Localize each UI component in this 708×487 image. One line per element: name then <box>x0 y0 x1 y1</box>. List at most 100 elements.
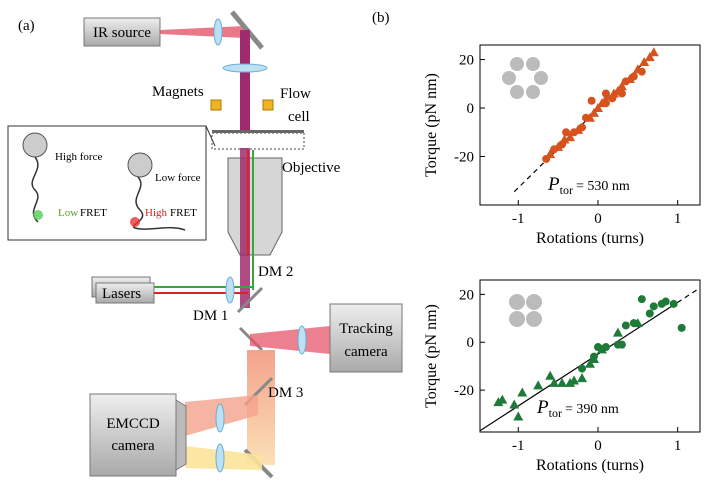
circle-point <box>578 123 586 131</box>
label: Low <box>58 207 78 219</box>
annotation-symbol: P <box>536 397 549 418</box>
circle-point <box>602 343 610 351</box>
lens <box>298 326 306 354</box>
annotation-subscript: tor <box>549 406 562 420</box>
triangle-point <box>649 47 659 56</box>
label: Magnets <box>152 84 204 100</box>
circle-point <box>582 114 590 122</box>
label: DM 3 <box>268 385 303 401</box>
lens <box>214 19 222 45</box>
lens <box>223 64 267 72</box>
bead <box>128 153 152 177</box>
fret-dot <box>33 210 43 220</box>
x-tick-label: 0 <box>594 211 602 227</box>
figure: (a) (b) IR source Magnets Flow cell Obje… <box>0 0 708 487</box>
x-tick-label: 0 <box>594 438 602 454</box>
triangle-point <box>545 371 555 380</box>
bead <box>23 133 47 157</box>
circle-point <box>594 343 602 351</box>
ir-beam <box>240 30 250 140</box>
circle-point <box>678 324 686 332</box>
circle-point <box>630 319 638 327</box>
magnet <box>211 100 221 110</box>
label: High force <box>55 151 102 163</box>
label: EMCCD <box>106 416 160 432</box>
fret-dot <box>130 217 140 227</box>
circle-point <box>670 300 678 308</box>
circle-point <box>608 94 616 102</box>
circle-point <box>590 353 598 361</box>
label: DM 1 <box>193 308 228 324</box>
magnet <box>263 100 273 110</box>
panel-label: (b) <box>372 10 390 26</box>
label: Lasers <box>102 286 141 302</box>
x-tick-label: -1 <box>512 438 525 454</box>
label: Flow <box>280 86 311 102</box>
y-axis-label: Torque (pN nm) <box>423 304 440 408</box>
y-tick-label: 0 <box>467 335 475 351</box>
label: camera <box>111 438 155 454</box>
flow-cell <box>212 133 304 149</box>
label: FRET <box>80 207 107 219</box>
annotation: Ptor= 390 nm <box>536 397 619 420</box>
annotation: Ptor= 530 nm <box>547 174 630 197</box>
emccd-camera <box>176 400 186 470</box>
annotation-symbol: P <box>547 174 560 195</box>
circle-point <box>618 89 626 97</box>
x-tick-label: 1 <box>674 211 682 227</box>
flow-cell <box>212 130 304 133</box>
circle-point <box>570 128 578 136</box>
y-tick-label: -20 <box>454 383 474 399</box>
y-tick-label: 0 <box>467 101 475 117</box>
label: DM 2 <box>258 264 293 280</box>
circle-point <box>618 341 626 349</box>
circle-point <box>622 321 630 329</box>
emccd-camera <box>90 394 176 476</box>
label: cell <box>288 109 310 125</box>
x-tick-label: 1 <box>674 438 682 454</box>
circle-point <box>588 97 596 105</box>
label: Low force <box>155 172 201 184</box>
diagram: (a) (b) IR source Magnets Flow cell Obje… <box>8 10 402 477</box>
circle-point <box>542 155 550 163</box>
label: Objective <box>282 160 341 176</box>
circle-point <box>602 99 610 107</box>
annotation-subscript: tor <box>560 183 573 197</box>
label: IR source <box>93 25 151 41</box>
circle-point <box>650 302 658 310</box>
circle-point <box>638 68 646 76</box>
label: High <box>145 207 168 219</box>
y-tick-label: 20 <box>459 53 474 69</box>
circle-point <box>562 128 570 136</box>
circle-point <box>558 140 566 148</box>
label: camera <box>344 344 388 360</box>
tracking-camera <box>330 304 402 372</box>
x-tick-label: -1 <box>512 211 525 227</box>
lens <box>216 444 224 472</box>
x-axis-label: Rotations (turns) <box>536 230 644 247</box>
dna-icons <box>502 57 548 327</box>
ir-beam <box>160 26 245 38</box>
triangle-point <box>509 399 519 408</box>
label: Tracking <box>339 321 393 337</box>
label: FRET <box>170 207 197 219</box>
triangle-point <box>517 388 527 397</box>
circle-point <box>646 310 654 318</box>
circle-point <box>662 298 670 306</box>
y-tick-label: 20 <box>459 287 474 303</box>
circle-point <box>550 145 558 153</box>
circle-point <box>622 77 630 85</box>
circle-point <box>638 295 646 303</box>
triangle-point <box>513 411 523 420</box>
y-axis-label: Torque (pN nm) <box>423 73 440 177</box>
lens <box>226 277 234 303</box>
panel-label: (a) <box>18 18 35 34</box>
triangle-point <box>613 328 623 337</box>
annotation-text: = 390 nm <box>565 402 619 417</box>
circle-point <box>630 73 638 81</box>
x-axis-label: Rotations (turns) <box>536 457 644 474</box>
triangle-point <box>577 373 587 382</box>
circle-point <box>602 89 610 97</box>
y-tick-label: -20 <box>454 150 474 166</box>
annotation-text: = 530 nm <box>576 179 630 194</box>
